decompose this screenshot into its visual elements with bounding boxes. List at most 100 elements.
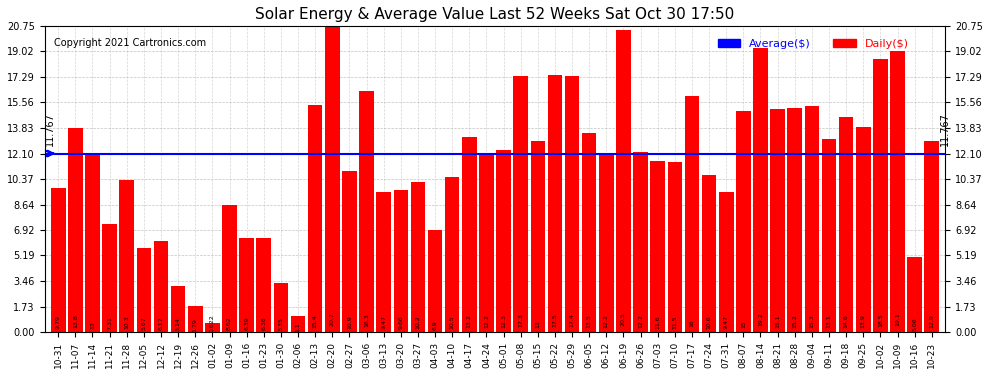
Text: 18.5: 18.5 — [878, 313, 883, 327]
Text: 13.1: 13.1 — [827, 315, 832, 328]
Bar — [308, 105, 323, 332]
Bar — [873, 59, 888, 332]
Text: 16: 16 — [689, 320, 694, 327]
Bar — [890, 51, 905, 332]
Text: 10.5: 10.5 — [449, 315, 454, 329]
Title: Solar Energy & Average Value Last 52 Weeks Sat Oct 30 17:50: Solar Energy & Average Value Last 52 Wee… — [255, 7, 735, 22]
Text: 8.62: 8.62 — [227, 316, 232, 330]
Bar — [50, 188, 65, 332]
Text: 12.2: 12.2 — [639, 315, 644, 328]
Bar — [496, 150, 511, 332]
Bar — [737, 111, 750, 332]
Text: 12.2: 12.2 — [604, 315, 609, 328]
Text: 0.622: 0.622 — [210, 314, 215, 332]
Text: 15.1: 15.1 — [775, 314, 780, 328]
Text: 9.66: 9.66 — [398, 315, 403, 329]
Text: 9.47: 9.47 — [724, 315, 729, 329]
Bar — [137, 248, 151, 332]
Bar — [856, 128, 870, 332]
Bar — [702, 175, 717, 332]
Bar — [650, 161, 665, 332]
Text: 20.5: 20.5 — [621, 312, 626, 326]
Text: 15.2: 15.2 — [792, 314, 797, 328]
Bar — [805, 106, 819, 332]
Text: 12.3: 12.3 — [501, 315, 506, 328]
Text: 15: 15 — [741, 320, 745, 328]
Text: 10.6: 10.6 — [707, 315, 712, 329]
Bar — [343, 171, 356, 332]
Bar — [445, 177, 459, 332]
Text: 19.2: 19.2 — [758, 312, 763, 326]
Text: 13.2: 13.2 — [467, 314, 472, 328]
Bar — [120, 180, 134, 332]
Legend: Average($), Daily($): Average($), Daily($) — [714, 34, 913, 53]
Bar — [171, 286, 185, 332]
Bar — [634, 152, 647, 332]
Bar — [753, 48, 768, 332]
Bar — [291, 316, 305, 332]
Bar — [153, 241, 168, 332]
Text: 11.767: 11.767 — [940, 112, 950, 146]
Bar — [925, 141, 940, 332]
Bar — [822, 139, 837, 332]
Bar — [667, 162, 682, 332]
Text: 6.17: 6.17 — [158, 316, 163, 330]
Text: 17.4: 17.4 — [569, 313, 574, 327]
Bar — [85, 155, 100, 332]
Bar — [273, 283, 288, 332]
Text: Copyright 2021 Cartronics.com: Copyright 2021 Cartronics.com — [53, 38, 206, 48]
Text: 17.3: 17.3 — [518, 313, 523, 327]
Bar — [462, 137, 476, 332]
Text: 10.9: 10.9 — [346, 315, 351, 329]
Text: 7.31: 7.31 — [107, 316, 112, 330]
Text: 13.5: 13.5 — [587, 314, 592, 328]
Text: 11.6: 11.6 — [655, 315, 660, 328]
Text: 13.9: 13.9 — [860, 314, 865, 328]
Text: 13: 13 — [536, 320, 541, 328]
Bar — [393, 189, 408, 332]
Bar — [719, 192, 734, 332]
Bar — [787, 108, 802, 332]
Bar — [411, 182, 425, 332]
Text: 9.79: 9.79 — [55, 315, 60, 329]
Bar — [325, 26, 340, 332]
Bar — [839, 117, 853, 332]
Text: 3.35: 3.35 — [278, 317, 283, 331]
Bar — [514, 76, 528, 332]
Text: 20.7: 20.7 — [330, 312, 335, 326]
Bar — [616, 30, 631, 332]
Bar — [376, 192, 391, 332]
Text: 11.5: 11.5 — [672, 315, 677, 328]
Text: 6.38: 6.38 — [261, 316, 266, 330]
Bar — [582, 134, 597, 332]
Text: 16.3: 16.3 — [364, 314, 369, 327]
Bar — [188, 306, 203, 332]
Bar — [102, 224, 117, 332]
Text: 10.2: 10.2 — [416, 315, 421, 329]
Bar — [240, 238, 253, 332]
Bar — [205, 323, 220, 332]
Text: 5.67: 5.67 — [142, 316, 147, 330]
Bar — [547, 75, 562, 332]
Bar — [222, 205, 237, 332]
Bar — [479, 153, 494, 332]
Bar — [256, 238, 271, 332]
Text: 6.39: 6.39 — [245, 316, 249, 330]
Text: 15.4: 15.4 — [313, 314, 318, 327]
Text: 15.3: 15.3 — [810, 314, 815, 327]
Bar — [428, 230, 443, 332]
Bar — [68, 128, 82, 332]
Text: 1.79: 1.79 — [193, 318, 198, 332]
Text: 9.47: 9.47 — [381, 315, 386, 329]
Bar — [565, 76, 579, 332]
Text: 12.2: 12.2 — [484, 315, 489, 328]
Text: 1.1: 1.1 — [296, 322, 301, 332]
Text: 19.1: 19.1 — [895, 313, 900, 327]
Text: 17.5: 17.5 — [552, 313, 557, 327]
Bar — [685, 96, 699, 332]
Bar — [770, 109, 785, 332]
Bar — [531, 141, 545, 332]
Text: 11.767: 11.767 — [45, 112, 54, 146]
Bar — [359, 92, 374, 332]
Text: 12: 12 — [90, 321, 95, 328]
